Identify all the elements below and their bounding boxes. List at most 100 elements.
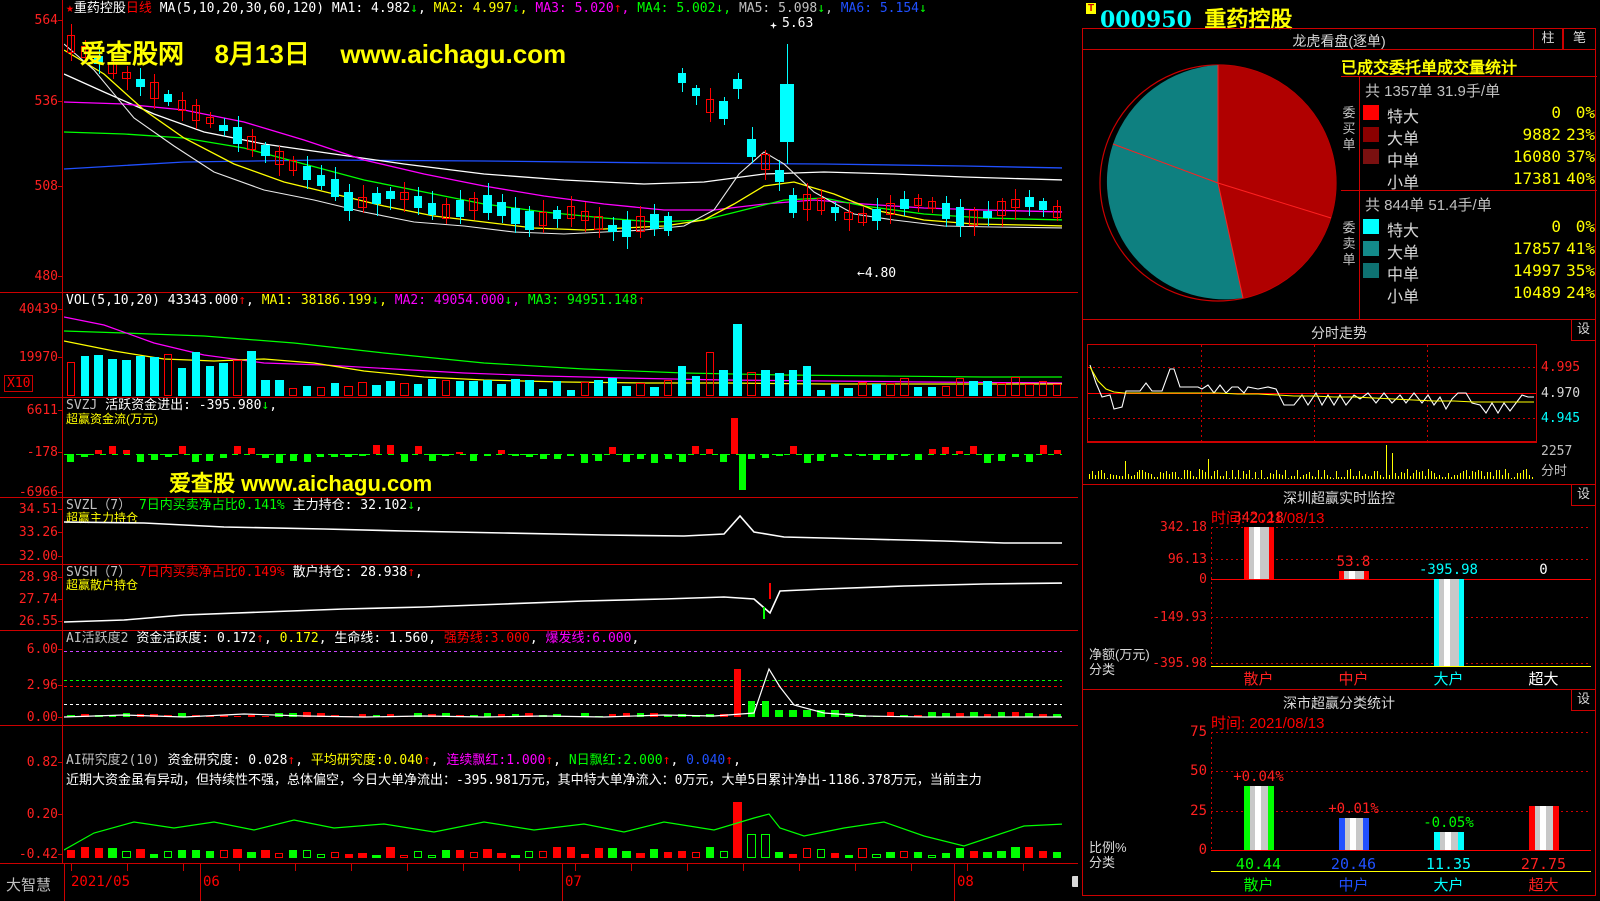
volume-bar bbox=[427, 378, 437, 396]
volume-bar bbox=[247, 351, 256, 396]
tab-zhu[interactable]: 柱 bbox=[1533, 28, 1563, 50]
research-bar bbox=[108, 848, 117, 858]
volume-bar bbox=[94, 355, 104, 396]
intraday-volume-stick bbox=[1481, 471, 1483, 479]
candle-wick bbox=[501, 193, 503, 224]
candle-wick bbox=[820, 189, 822, 216]
intraday-price-plot[interactable] bbox=[1087, 344, 1537, 442]
fund-flow-bar bbox=[581, 454, 589, 463]
activity-bar bbox=[233, 715, 242, 717]
fund-flow-bar bbox=[761, 454, 769, 459]
right-info-column: T 000950 重药控股 龙虎看盘(逐单) 柱 笔 已成交委托单成交量统计 共… bbox=[1078, 0, 1600, 900]
volume-bar bbox=[108, 359, 117, 396]
classify-settings-button[interactable]: 设 bbox=[1571, 689, 1595, 711]
low-price-label: ←4.80 bbox=[857, 266, 897, 281]
research-bar bbox=[386, 847, 395, 858]
kline-panel[interactable]: 564 536 508 480 ★重药控股日线 MA(5,10,20,30,60… bbox=[0, 0, 1078, 292]
candle-wick bbox=[265, 141, 267, 164]
candle-wick bbox=[334, 167, 336, 201]
monitor-category-label: 中户 bbox=[1338, 671, 1369, 688]
order-swatch bbox=[1363, 127, 1379, 142]
research-bar bbox=[789, 854, 798, 858]
main-holding-panel[interactable]: 34.51 33.26 32.00 SVZL（7） 7日内买卖净占比0.141%… bbox=[0, 497, 1078, 565]
volume-plot[interactable] bbox=[64, 311, 1062, 396]
monitor-gridline bbox=[1211, 559, 1591, 560]
order-percent: 37% bbox=[1566, 147, 1595, 166]
ai-activity-header: AI活跃度2 资金活跃度: 0.172↑, 0.172, 生命线: 1.560,… bbox=[66, 631, 640, 646]
volume-panel[interactable]: 40439 19970 X10 VOL(5,10,20) 43343.000↑,… bbox=[0, 292, 1078, 398]
monitor-y-tick: -149.93 bbox=[1152, 610, 1207, 625]
intraday-volume-stick bbox=[1148, 472, 1150, 479]
candle bbox=[497, 202, 506, 216]
kline-plot[interactable]: 5.63 ←4.80 bbox=[64, 14, 1062, 290]
intraday-volume-stick bbox=[1421, 470, 1423, 479]
ai-research-panel[interactable]: 0.82 0.20 -0.42 AI研究度2(10) 资金研究度: 0.028↑… bbox=[0, 725, 1078, 864]
aihuo-burst-label: 爆发线: bbox=[545, 631, 593, 646]
intraday-volume-stick bbox=[1409, 476, 1411, 479]
order-stat-row: 小单 10489 24% bbox=[1361, 282, 1597, 306]
classify-y-axis: 75 50 25 0 bbox=[1173, 724, 1209, 858]
intraday-volume-stick bbox=[1531, 476, 1533, 479]
life-line bbox=[64, 704, 1062, 705]
tab-bi[interactable]: 笔 bbox=[1563, 28, 1595, 50]
candle-wick bbox=[932, 196, 934, 213]
main-holding-plot[interactable] bbox=[64, 510, 1062, 563]
intraday-volume-stick bbox=[1279, 473, 1281, 479]
research-bar bbox=[1025, 847, 1034, 858]
intraday-volume-stick bbox=[1311, 476, 1313, 479]
candle-wick bbox=[709, 87, 711, 123]
volume-bar bbox=[858, 382, 867, 396]
fund-flow-plot[interactable]: 爱查股 www.aichagu.com bbox=[64, 414, 1062, 496]
ai-activity-plot[interactable]: ↑ bbox=[64, 647, 1062, 724]
classify-stats-panel[interactable]: 深市超赢分类统计 设 时间: 2021/08/13 75 50 25 0 比例% 分类 … bbox=[1082, 689, 1596, 896]
fund-flow-panel[interactable]: 6611 -178 -6966 SVZJ 活跃资金进出: -395.980↓, … bbox=[0, 397, 1078, 499]
volume-bar bbox=[177, 368, 187, 396]
fund-flow-bar bbox=[150, 454, 158, 460]
order-percent: 40% bbox=[1566, 169, 1595, 188]
research-bar bbox=[844, 854, 853, 858]
main-holding-svg bbox=[64, 514, 1062, 544]
realtime-monitor-panel[interactable]: 深圳超赢实时监控 设 时间: 2021/08/13 342.18 96.13 0 -1… bbox=[1082, 484, 1596, 690]
research-bar bbox=[872, 853, 881, 858]
activity-bar bbox=[469, 715, 478, 717]
volume-bar bbox=[205, 365, 215, 396]
intraday-panel[interactable]: 分时走势 4.995 4.970 4.945 2257 分时 设 bbox=[1082, 319, 1596, 485]
intraday-volume-stick bbox=[1091, 470, 1093, 479]
retail-holding-panel[interactable]: 28.98 27.74 26.55 SVSH（7） 7日内买卖净占比0.149%… bbox=[0, 564, 1078, 631]
candle-wick bbox=[973, 206, 975, 237]
candle bbox=[691, 88, 701, 96]
order-type-label: 小单 bbox=[1387, 175, 1420, 192]
research-bar bbox=[455, 850, 464, 858]
ai-research-plot[interactable] bbox=[64, 788, 1062, 862]
monitor-y-axis: 342.18 96.13 0 -149.93 -395.98 bbox=[1147, 520, 1209, 671]
buy-summary: 共 1357单 31.9手/单 bbox=[1365, 83, 1501, 100]
y-tick: 27.74 bbox=[18, 592, 58, 607]
classify-category-label: 散户 bbox=[1243, 877, 1274, 894]
buy-rows: 特大 0 0% 大单 9882 23% 中单 16080 37% 小单 17381 40% bbox=[1361, 102, 1597, 192]
fund-flow-bar bbox=[1039, 445, 1047, 454]
volume-bar bbox=[955, 377, 965, 396]
order-type-label: 小单 bbox=[1387, 289, 1420, 306]
time-tick: 08 bbox=[957, 874, 974, 890]
research-bar bbox=[816, 849, 826, 858]
axis-tick bbox=[575, 864, 576, 871]
fund-flow-bar bbox=[692, 445, 700, 454]
order-percent: 41% bbox=[1566, 239, 1595, 258]
order-percent: 23% bbox=[1566, 125, 1595, 144]
intraday-volume-stick bbox=[1445, 476, 1447, 479]
y-tick: 6611 bbox=[26, 403, 58, 418]
candle-wick bbox=[890, 195, 892, 225]
retail-holding-plot[interactable] bbox=[64, 577, 1062, 629]
aihuo-code: AI活跃度2 bbox=[66, 631, 129, 646]
intraday-settings-button[interactable]: 设 bbox=[1571, 319, 1595, 341]
monitor-axis-title: 净额(万元) 分类 bbox=[1089, 647, 1150, 677]
ai-activity-panel[interactable]: 6.00 2.96 0.00 AI活跃度2 资金活跃度: 0.172↑, 0.1… bbox=[0, 630, 1078, 726]
monitor-settings-button[interactable]: 设 bbox=[1571, 484, 1595, 506]
research-bar bbox=[594, 848, 603, 858]
svzj-value: -395.980 bbox=[198, 398, 262, 413]
order-stat-row: 中单 16080 37% bbox=[1361, 146, 1597, 170]
research-bar bbox=[497, 852, 506, 858]
activity-bar bbox=[928, 712, 936, 717]
intraday-volume-stick bbox=[1192, 475, 1194, 479]
research-bar bbox=[580, 854, 589, 858]
